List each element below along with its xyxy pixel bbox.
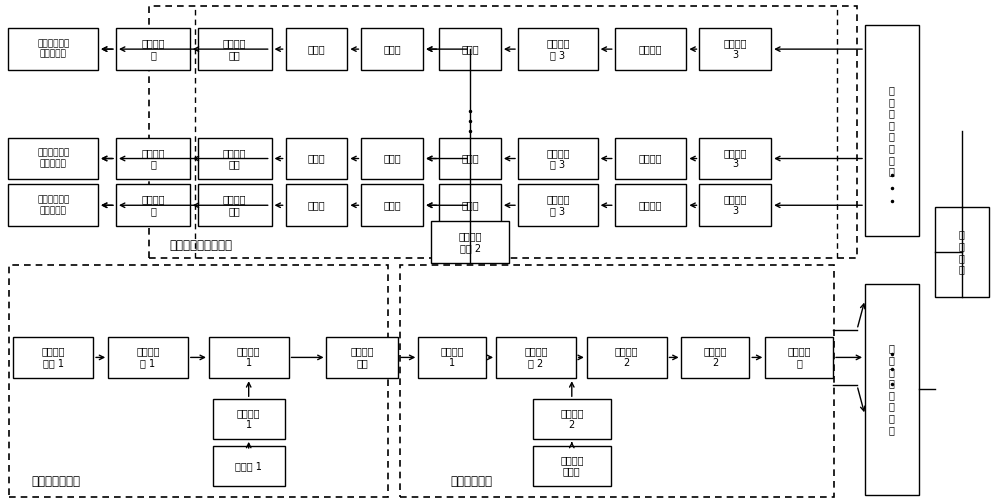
Bar — [116, 28, 190, 70]
Text: 电放大器
2: 电放大器 2 — [560, 408, 584, 430]
Bar — [149, 7, 857, 258]
Text: 光调制器
1: 光调制器 1 — [237, 347, 260, 368]
Text: 耦合器: 耦合器 — [383, 154, 401, 163]
Text: 太赫兹发
射器: 太赫兹发 射器 — [223, 148, 246, 169]
Text: 光滤波器: 光滤波器 — [639, 154, 662, 163]
Text: 太赫兹棱
镜: 太赫兹棱 镜 — [141, 195, 165, 216]
Bar — [865, 284, 919, 494]
Bar — [418, 337, 486, 379]
Bar — [865, 25, 919, 236]
Bar — [116, 184, 190, 226]
Text: 偏振控制
器 2: 偏振控制 器 2 — [524, 347, 548, 368]
Text: 光放大器
2: 光放大器 2 — [704, 347, 727, 368]
Bar — [533, 446, 611, 486]
Bar — [9, 265, 388, 496]
Text: 光放大器
1: 光放大器 1 — [440, 347, 464, 368]
Text: 可调谐激
光器 2: 可调谐激 光器 2 — [458, 231, 482, 253]
Bar — [116, 138, 190, 179]
Text: 可调谐激
光器 1: 可调谐激 光器 1 — [41, 347, 65, 368]
Bar — [400, 265, 834, 496]
Bar — [198, 28, 272, 70]
Bar — [518, 184, 598, 226]
Text: 太赫兹发
射器: 太赫兹发 射器 — [223, 38, 246, 60]
Bar — [699, 184, 771, 226]
Text: 太赫兹发
射器: 太赫兹发 射器 — [223, 195, 246, 216]
Bar — [765, 337, 833, 379]
Text: 信号调制模块: 信号调制模块 — [450, 475, 492, 488]
Text: 太赫兹信号解
调接收模块: 太赫兹信号解 调接收模块 — [37, 196, 69, 215]
Bar — [533, 399, 611, 439]
Text: 太赫兹信号解
调接收模块: 太赫兹信号解 调接收模块 — [37, 149, 69, 168]
Text: 太赫兹棱
镜: 太赫兹棱 镜 — [141, 38, 165, 60]
Text: 起偏器: 起偏器 — [461, 200, 479, 210]
Bar — [439, 184, 501, 226]
Bar — [518, 28, 598, 70]
Text: 偏振控制
器 3: 偏振控制 器 3 — [546, 148, 570, 169]
Bar — [587, 337, 667, 379]
Bar — [213, 399, 285, 439]
Bar — [286, 184, 347, 226]
Bar — [8, 138, 98, 179]
Bar — [8, 184, 98, 226]
Text: 衰减器: 衰减器 — [308, 200, 325, 210]
Bar — [615, 138, 686, 179]
Bar — [286, 138, 347, 179]
Bar — [615, 184, 686, 226]
Bar — [108, 337, 188, 379]
Bar — [213, 446, 285, 486]
Bar — [615, 28, 686, 70]
Text: 光放大器
3: 光放大器 3 — [724, 148, 747, 169]
Text: 电放大器
1: 电放大器 1 — [237, 408, 260, 430]
Bar — [681, 337, 749, 379]
Text: 光滤波器: 光滤波器 — [639, 44, 662, 54]
Text: 耦合器: 耦合器 — [383, 44, 401, 54]
Bar — [209, 337, 289, 379]
Text: 光调制器
2: 光调制器 2 — [615, 347, 638, 368]
Text: 衰减器: 衰减器 — [308, 154, 325, 163]
Bar — [431, 221, 509, 263]
Text: 太赫兹棱
镜: 太赫兹棱 镜 — [141, 148, 165, 169]
Text: 任意波形
发生器: 任意波形 发生器 — [560, 455, 584, 477]
Bar — [935, 207, 989, 297]
Text: 空
分
复
用
扇
出
模
块: 空 分 复 用 扇 出 模 块 — [889, 85, 895, 176]
Bar — [198, 138, 272, 179]
Bar — [518, 138, 598, 179]
Text: 射频源 1: 射频源 1 — [235, 461, 262, 471]
Text: 太赫兹信号发射模块: 太赫兹信号发射模块 — [169, 238, 232, 251]
Text: 光放大器
3: 光放大器 3 — [724, 38, 747, 60]
Text: 光放大器
3: 光放大器 3 — [724, 195, 747, 216]
Text: 耦合器: 耦合器 — [383, 200, 401, 210]
Bar — [361, 184, 423, 226]
Bar — [198, 184, 272, 226]
Bar — [13, 337, 93, 379]
Text: 衰减器: 衰减器 — [308, 44, 325, 54]
Text: 光频梳生成模块: 光频梳生成模块 — [31, 475, 80, 488]
Bar — [361, 138, 423, 179]
Text: 光滤波器: 光滤波器 — [639, 200, 662, 210]
Bar — [286, 28, 347, 70]
Bar — [361, 28, 423, 70]
Text: 空
分
复
用
扇
入
模
块: 空 分 复 用 扇 入 模 块 — [889, 344, 895, 435]
Bar — [439, 28, 501, 70]
Bar — [699, 138, 771, 179]
Text: 起偏器: 起偏器 — [461, 44, 479, 54]
Bar — [439, 138, 501, 179]
Text: 波分复用
模块: 波分复用 模块 — [351, 347, 374, 368]
Text: 起偏器: 起偏器 — [461, 154, 479, 163]
Text: 光分路模
块: 光分路模 块 — [787, 347, 811, 368]
Bar — [496, 337, 576, 379]
Text: 偏振控制
器 3: 偏振控制 器 3 — [546, 195, 570, 216]
Text: 偏振控制
器 1: 偏振控制 器 1 — [136, 347, 160, 368]
Text: 太赫兹信号解
调接收模块: 太赫兹信号解 调接收模块 — [37, 39, 69, 59]
Bar — [8, 28, 98, 70]
Text: 偏振控制
器 3: 偏振控制 器 3 — [546, 38, 570, 60]
Bar — [326, 337, 398, 379]
Text: 多
芯
光
纤: 多 芯 光 纤 — [959, 230, 965, 274]
Bar — [699, 28, 771, 70]
